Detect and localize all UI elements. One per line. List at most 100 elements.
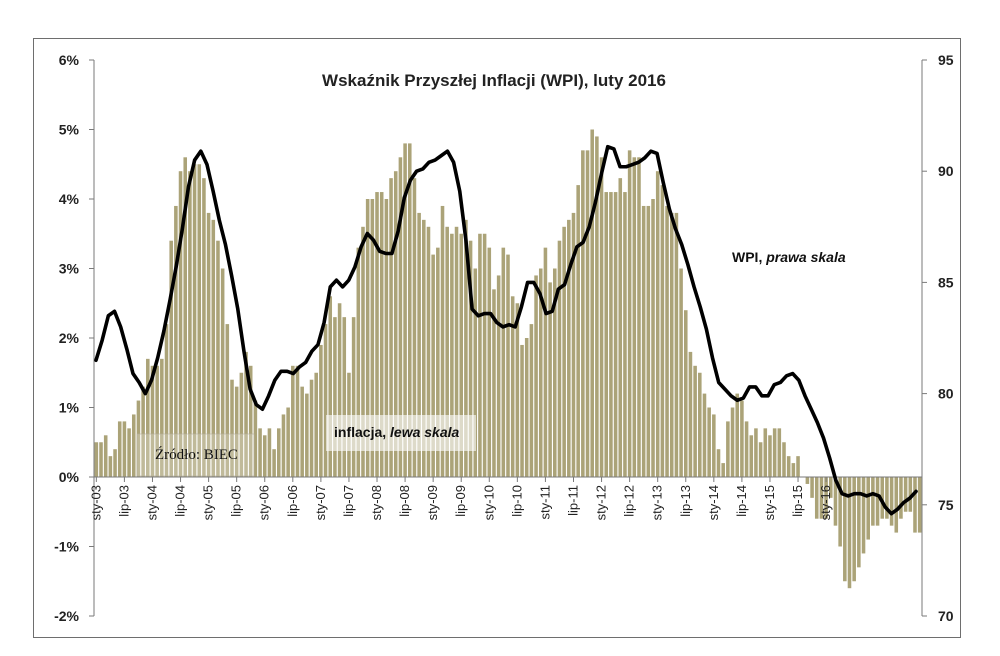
inflation-bar	[141, 386, 145, 477]
inflation-bar	[763, 428, 768, 477]
inflation-bar	[169, 240, 173, 477]
inflation-bar	[253, 400, 258, 477]
inflation-bar	[637, 157, 641, 478]
inflation-bar	[136, 400, 141, 477]
inflation-bar	[155, 365, 159, 477]
inflation-bar	[258, 428, 262, 477]
inflation-bar	[585, 150, 590, 477]
inflation-bar	[524, 338, 529, 477]
inflation-bar	[277, 428, 281, 477]
x-tick-label: sty-05	[201, 485, 216, 520]
inflation-bar	[669, 212, 674, 477]
inflation-bar	[454, 226, 459, 477]
inflation-bar	[431, 254, 435, 477]
inflation-bar	[852, 477, 856, 582]
inflation-bar	[234, 386, 239, 477]
left-tick-label: 0%	[59, 469, 80, 485]
inflation-bar	[833, 477, 838, 526]
inflation-bar	[641, 205, 646, 477]
inflation-bar	[459, 233, 463, 477]
x-tick-label: lip-07	[341, 485, 356, 517]
inflation-bar	[917, 477, 922, 533]
inflation-bar	[370, 199, 375, 477]
inflation-bar	[726, 421, 730, 477]
inflation-bar	[618, 178, 623, 477]
inflation-bar	[314, 372, 318, 477]
inflation-bar	[164, 324, 169, 477]
inflation-bar	[510, 296, 515, 477]
x-tick-label: lip-09	[453, 485, 468, 517]
inflation-bar	[824, 477, 828, 519]
inflation-bar	[875, 477, 880, 526]
inflation-bar	[880, 477, 885, 519]
inflation-bar	[543, 247, 548, 477]
wpi-line	[94, 144, 918, 516]
inflation-bar	[117, 421, 122, 477]
inflation-bar	[758, 442, 763, 477]
x-tick-label: sty-09	[425, 485, 440, 520]
left-tick-label: 5%	[59, 122, 80, 138]
inflation-bar	[422, 219, 426, 477]
inflation-bar	[445, 226, 449, 477]
x-tick-label: lip-03	[116, 485, 131, 517]
chart-svg: -2% -1% 0% 1% 2% 3% 4% 5% 6% 70 75 80 85 90 95 sty-03…	[54, 52, 954, 624]
chart-frame: -2% -1% 0% 1% 2% 3% 4% 5% 6% 70 75 80 85 90 95 sty-03…	[33, 38, 961, 638]
inflation-bar	[730, 407, 735, 477]
wpi-label-text: WPI,	[732, 249, 762, 265]
inflation-bar	[903, 477, 908, 512]
inflation-bar	[590, 129, 594, 477]
inflation-label-italic: lewa skala	[390, 424, 459, 440]
inflation-bar	[468, 240, 473, 477]
inflation-bar	[108, 456, 113, 477]
inflation-bar	[712, 414, 716, 477]
inflation-bar	[305, 393, 309, 477]
inflation-bar	[843, 477, 847, 582]
inflation-bar	[786, 456, 791, 477]
inflation-bar	[623, 192, 627, 478]
inflation-bar	[361, 226, 365, 477]
inflation-bar	[323, 324, 328, 477]
inflation-bar	[894, 477, 899, 533]
inflation-bar	[281, 414, 286, 477]
inflation-bar	[202, 178, 206, 477]
inflation-label-text: inflacja,	[334, 424, 386, 440]
inflation-bar	[365, 199, 370, 477]
x-tick-label: lip-10	[509, 485, 524, 517]
inflation-bar	[683, 310, 688, 477]
left-tick-label: -2%	[54, 608, 79, 624]
inflation-bar	[487, 247, 492, 477]
inflation-bar	[707, 407, 711, 477]
x-tick-label: lip-06	[285, 485, 300, 517]
inflation-series-label: inflacja, lewa skala	[334, 424, 460, 440]
inflation-bar	[716, 449, 721, 477]
inflation-bar	[230, 379, 234, 477]
inflation-bar	[693, 365, 697, 477]
inflation-bar	[436, 247, 440, 477]
inflation-bar	[375, 192, 379, 478]
inflation-bar	[239, 372, 244, 477]
wpi-series-label: WPI, prawa skala	[732, 249, 846, 265]
inflation-bar	[220, 268, 225, 477]
inflation-bar	[379, 192, 384, 478]
inflation-bar	[337, 303, 342, 477]
inflation-bar	[482, 233, 487, 477]
left-tick-label: -1%	[54, 539, 79, 555]
x-tick-label: sty-11	[537, 485, 552, 519]
inflation-bar	[197, 164, 202, 477]
x-tick-label: sty-07	[313, 485, 328, 520]
inflation-bar	[131, 414, 136, 477]
inflation-bar	[538, 268, 543, 477]
inflation-bar	[651, 199, 655, 477]
inflation-bar	[885, 477, 889, 519]
x-tick-label: sty-15	[762, 485, 777, 520]
x-tick-label: sty-08	[369, 485, 384, 520]
inflation-bar	[464, 219, 468, 477]
inflation-bar	[248, 365, 253, 477]
inflation-bar	[847, 477, 852, 589]
inflation-bar	[688, 351, 693, 477]
inflation-label-bg	[326, 415, 476, 451]
inflation-bar	[300, 386, 304, 477]
inflation-bar	[772, 428, 777, 477]
inflation-bar	[440, 205, 445, 477]
inflation-bar	[211, 219, 216, 477]
